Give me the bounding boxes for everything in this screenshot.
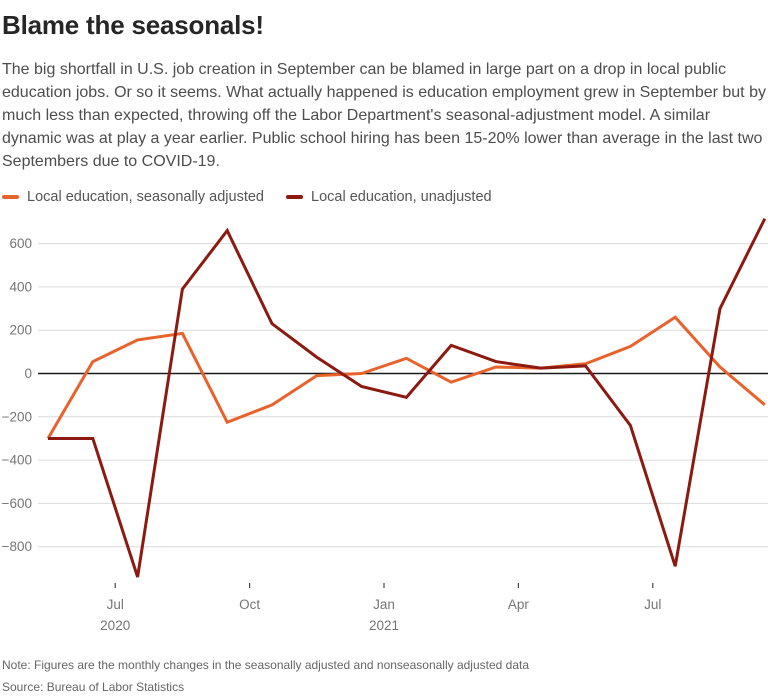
x-axis-label: Apr (508, 597, 530, 612)
y-axis-label: 400 (9, 279, 32, 294)
legend: Local education, seasonally adjusted Loc… (2, 189, 492, 205)
y-axis-label: 0 (24, 366, 32, 381)
series-line-unadjusted (48, 218, 767, 578)
y-axis-label: −800 (2, 539, 32, 554)
seasonally-adjusted-line-swatch-icon (2, 195, 19, 199)
series-line-seasonally-adjusted (46, 315, 766, 440)
legend-item-unadjusted: Local education, unadjusted (286, 189, 492, 205)
x-axis-label: Oct (239, 597, 260, 612)
y-axis-label: 600 (9, 236, 32, 251)
chart-note: Note: Figures are the monthly changes in… (2, 658, 530, 672)
legend-item-seasonally-adjusted: Local education, seasonally adjusted (2, 189, 264, 205)
x-axis-year-label: 2020 (100, 618, 130, 633)
x-axis-label: Jan (373, 597, 395, 612)
y-axis-label: −400 (2, 453, 32, 468)
line-chart: 600 400 200 0 −200 −400 −600 −800 Jul 2020 Oct Jan 2… (0, 212, 768, 642)
x-axis-label: Jul (107, 597, 124, 612)
chart-source: Source: Bureau of Labor Statistics (2, 680, 185, 694)
x-axis-year-label: 2021 (369, 618, 399, 633)
y-axis-label: −200 (2, 409, 32, 424)
chart-description: The big shortfall in U.S. job creation i… (2, 61, 766, 170)
y-axis-label: 200 (9, 323, 32, 338)
line-chart-canvas: 600 400 200 0 −200 −400 −600 −800 Jul 2020 Oct Jan 2… (2, 218, 768, 633)
y-axis-label: −600 (2, 496, 32, 511)
x-axis-label: Jul (644, 597, 661, 612)
chart-title: Blame the seasonals! (2, 10, 264, 40)
legend-label-seasonally-adjusted: Local education, seasonally adjusted (27, 189, 264, 205)
unadjusted-line-swatch-icon (286, 195, 303, 199)
legend-label-unadjusted: Local education, unadjusted (311, 189, 492, 205)
